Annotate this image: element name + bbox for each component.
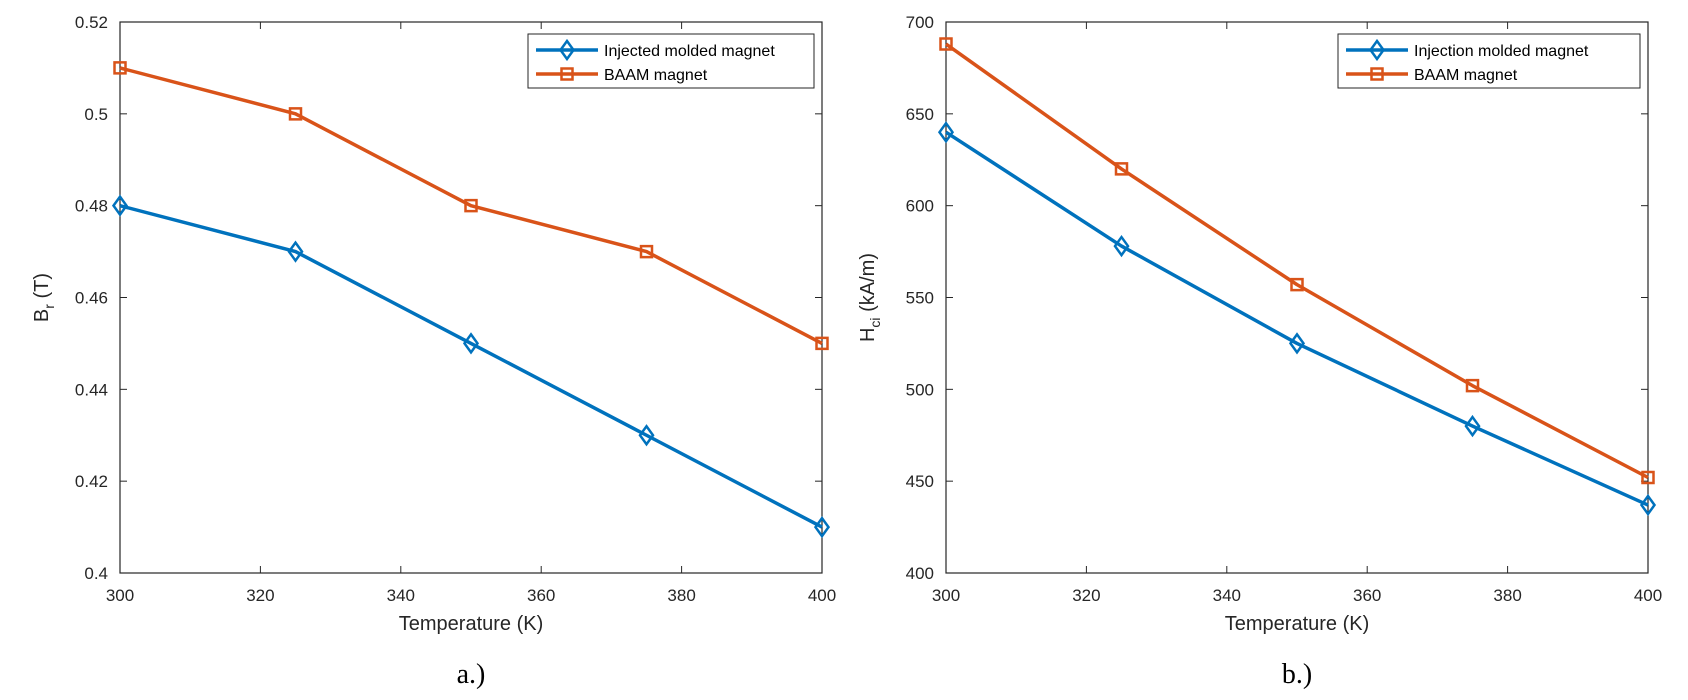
x-tick-label: 360 [527, 586, 555, 605]
y-axis-label-symbol: H [857, 328, 879, 342]
legend-box [527, 33, 815, 89]
y-axis-label: Hci (kA/m) [857, 253, 883, 342]
data-point-square [1465, 378, 1480, 393]
plot-area-b: 300 320 340 360 380 400 400 450 500 550 600 650 700 [906, 13, 1663, 605]
x-tick-label: 320 [246, 586, 274, 605]
x-tick-label: 340 [387, 586, 415, 605]
series-line-injection [119, 203, 823, 529]
y-tick-label: 650 [906, 105, 934, 124]
y-tick-label: 550 [906, 289, 934, 308]
x-tick-label: 380 [667, 586, 695, 605]
y-tick-label: 0.46 [75, 289, 108, 308]
data-point-diamond [111, 194, 129, 217]
data-point-diamond [1639, 493, 1657, 517]
data-point-diamond [1288, 332, 1306, 355]
x-tick-label: 300 [932, 586, 960, 605]
data-point-diamond [287, 240, 304, 263]
y-tick-label: 0.52 [75, 13, 108, 32]
series-line-baam [119, 66, 823, 345]
data-point-square [1641, 470, 1655, 485]
data-point-diamond [813, 515, 831, 539]
axes-box [119, 21, 823, 574]
axes-box [945, 21, 1649, 574]
chart-panel-a: 300 320 340 360 380 400 0.4 0.42 0.44 0.46 0.48 0.5… [31, 13, 836, 690]
panel-caption: a.) [457, 659, 486, 690]
data-point-diamond [1464, 414, 1481, 438]
y-tick-label: 700 [906, 13, 934, 32]
data-point-square [1114, 162, 1129, 176]
data-point-diamond [1113, 234, 1130, 258]
data-point-diamond [638, 424, 655, 447]
x-tick-label: 400 [1634, 586, 1662, 605]
data-point-square [113, 61, 127, 75]
legend-square-marker [1370, 67, 1384, 81]
y-tick-label: 450 [906, 472, 934, 491]
data-point-square [288, 107, 303, 121]
legend-item-injected: Injected molded magnet [536, 38, 775, 62]
chart-panel-b: 300 320 340 360 380 400400450500550600650700 … [857, 13, 1662, 690]
y-tick-label: 0.4 [84, 564, 108, 583]
y-axis-label: Br (T) [31, 273, 57, 322]
x-tick-label: 300 [106, 586, 134, 605]
legend-item-injection: Injection molded magnet [1346, 38, 1589, 62]
legend-square-marker [560, 67, 574, 81]
data-point-square [815, 336, 829, 351]
y-tick-label: 0.48 [75, 197, 108, 216]
x-tick-label: 380 [1493, 586, 1521, 605]
legend-label: Injection molded magnet [1414, 43, 1589, 60]
y-tick-label: 0.44 [75, 380, 108, 399]
y-axis-label-unit: (T) [31, 273, 53, 304]
y-tick-label: 0.42 [75, 472, 108, 491]
series-line-baam [944, 42, 1649, 480]
y-axis-label-subscript: ci [867, 317, 883, 327]
plot-area-a: 300 320 340 360 380 400 0.4 0.42 0.44 0.46 0.48 0.5… [75, 13, 836, 605]
x-axis-label: Temperature (K) [1225, 613, 1370, 635]
data-point-square [464, 198, 478, 213]
legend-diamond-marker [558, 38, 576, 62]
panel-caption: b.) [1282, 659, 1312, 690]
legend-a: Injected molded magnet BAAM magnet [527, 33, 815, 89]
legend-label: BAAM magnet [604, 67, 708, 84]
legend-box [1337, 33, 1641, 89]
series-line-injection [945, 130, 1649, 507]
y-axis-label-subscript: r [41, 304, 57, 309]
data-point-square [939, 37, 953, 51]
legend-item-baam: BAAM magnet [1346, 67, 1518, 84]
y-tick-label: 600 [906, 197, 934, 216]
y-tick-label: 0.5 [84, 105, 108, 124]
legend-label: BAAM magnet [1414, 67, 1518, 84]
legend-label: Injected molded magnet [604, 43, 775, 60]
legend-b: Injection molded magnet BAAM magnet [1337, 33, 1641, 89]
data-point-diamond [937, 121, 955, 144]
y-axis-label-unit: (kA/m) [857, 253, 879, 317]
legend-item-baam: BAAM magnet [536, 67, 708, 84]
data-point-square [639, 244, 654, 259]
x-axis-label: Temperature (K) [399, 613, 544, 635]
legend-diamond-marker [1368, 38, 1386, 62]
y-tick-label: 400 [906, 564, 934, 583]
x-tick-label: 320 [1072, 586, 1100, 605]
x-tick-label: 400 [808, 586, 836, 605]
data-point-diamond [462, 332, 480, 355]
data-point-square [1290, 277, 1304, 292]
x-tick-label: 340 [1213, 586, 1241, 605]
y-tick-label: 500 [906, 380, 934, 399]
y-axis-label-symbol: B [31, 309, 53, 322]
x-tick-label: 360 [1353, 586, 1381, 605]
